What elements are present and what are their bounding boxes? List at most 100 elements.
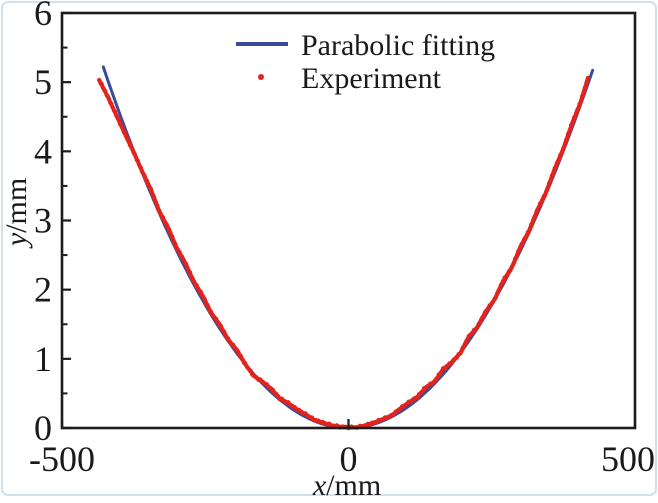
experiment-dot: [565, 136, 570, 141]
experiment-dot: [264, 382, 269, 387]
experiment-dot: [135, 158, 140, 163]
experiment-dot: [208, 309, 214, 314]
experiment-dot: [585, 75, 591, 81]
experiment-dot: [173, 242, 178, 247]
experiment-dot: [459, 349, 464, 354]
experiment-dot: [524, 234, 529, 239]
experiment-dot: [286, 400, 291, 405]
experiment-dot: [107, 96, 112, 102]
experiment-dot: [576, 106, 581, 111]
experiment-dot: [109, 101, 114, 106]
experiment-dot: [145, 178, 150, 184]
experiment-dot: [184, 262, 189, 267]
experiment-dot: [477, 321, 482, 326]
experiment-dot: [435, 376, 440, 381]
experiment-dot: [533, 213, 538, 218]
experiment-dot: [218, 324, 224, 329]
experiment-dot: [103, 89, 108, 94]
experiment-dot: [540, 197, 545, 202]
experiment-dot: [391, 412, 396, 417]
experiment-dot: [164, 222, 169, 227]
legend: Parabolic fitting Experiment: [236, 29, 495, 95]
experiment-dot: [560, 149, 565, 154]
experiment-dot: [517, 248, 522, 253]
experiment-dot: [562, 144, 567, 149]
experiment-dot: [475, 325, 480, 330]
experiment-dot: [439, 369, 444, 374]
experiment-dot: [194, 283, 199, 288]
experiment-dot: [581, 89, 587, 94]
experiment-dot: [515, 252, 520, 257]
legend-dot-swatch: [258, 74, 264, 80]
x-axis-label: x/mm: [312, 469, 381, 502]
experiment-band: [97, 76, 590, 430]
experiment-dot: [113, 109, 118, 114]
experiment-dot: [465, 337, 470, 343]
experiment-dot: [236, 349, 241, 354]
experiment-dot: [550, 172, 556, 177]
experiment-dot: [99, 81, 104, 86]
experiment-dot: [148, 186, 153, 191]
experiment-dot: [568, 127, 573, 132]
experiment-dot: [530, 221, 535, 226]
experiment-dot: [334, 423, 340, 428]
experiment-dot: [139, 166, 144, 171]
experiment-dot: [122, 131, 128, 136]
experiment-dot: [497, 287, 502, 292]
experiment-dot: [133, 154, 138, 159]
experiment-dot: [157, 208, 162, 213]
y-tick-label: 3: [34, 201, 52, 241]
experiment-dot: [573, 114, 578, 119]
y-tick-label: 1: [34, 339, 52, 379]
experiment-dot: [454, 355, 459, 360]
experiment-dot: [398, 407, 403, 412]
experiment-dot: [461, 344, 466, 350]
experiment-dot: [198, 289, 204, 295]
experiment-dot: [126, 138, 131, 143]
experiment-dot: [520, 241, 526, 246]
curves-layer: [97, 65, 595, 431]
x-axis-variable: x: [312, 469, 327, 502]
experiment-dot: [155, 203, 160, 208]
experiment-dot: [161, 215, 166, 220]
experiment-dot: [206, 305, 211, 310]
experiment-dot: [231, 342, 236, 347]
experiment-dot: [511, 261, 517, 266]
experiment-dot: [485, 307, 490, 312]
experiment-dot: [557, 157, 562, 162]
y-tick-label: 2: [34, 270, 52, 310]
axis-ticks: [60, 11, 637, 430]
experiment-dot: [553, 164, 559, 170]
experiment-dot: [142, 173, 147, 179]
experiment-dot: [493, 295, 498, 300]
y-tick-label: 6: [34, 0, 52, 33]
experiment-dot: [168, 230, 173, 235]
experiment-dot: [191, 278, 196, 283]
experiment-dot: [170, 234, 175, 239]
experiment-dot: [223, 332, 228, 337]
experiment-dot: [449, 361, 454, 366]
legend-label-experiment: Experiment: [301, 62, 442, 95]
experiment-dot: [579, 97, 584, 103]
experiment-dot: [243, 361, 248, 366]
y-tick-label: 0: [34, 408, 52, 448]
experiment-dot: [151, 194, 157, 199]
experiment-dot: [415, 395, 420, 400]
experiment-dot: [548, 177, 554, 182]
experiment-dot: [270, 387, 275, 392]
experiment-dot: [214, 316, 219, 321]
experiment-dot: [309, 415, 315, 420]
experiment-dot: [501, 279, 506, 284]
experiment-dot: [536, 205, 541, 210]
experiment-dot: [188, 270, 193, 275]
experiment-dot: [508, 268, 513, 273]
experiment-dot: [226, 336, 231, 341]
y-axis-label: y/mm: [0, 178, 33, 249]
y-axis-unit: /mm: [0, 178, 33, 233]
experiment-dot: [181, 258, 186, 263]
experiment-dot: [470, 331, 475, 336]
experiment-dot: [248, 368, 253, 373]
